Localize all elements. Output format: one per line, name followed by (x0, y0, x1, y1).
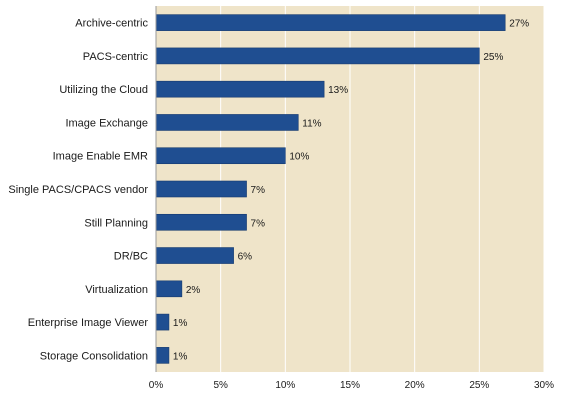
category-label: Single PACS/CPACS vendor (8, 184, 148, 196)
bar (155, 313, 170, 331)
x-tick-label: 15% (340, 380, 360, 391)
data-label: 13% (328, 85, 348, 96)
x-tick-label: 5% (213, 380, 228, 391)
category-label: PACS-centric (83, 51, 149, 63)
data-label: 1% (173, 351, 188, 362)
bar (155, 347, 170, 364)
category-label: Image Exchange (65, 117, 148, 129)
data-label: 6% (238, 252, 253, 263)
gridlines (220, 6, 545, 372)
x-tick-label: 30% (534, 380, 554, 391)
bar (155, 247, 234, 264)
data-label: 7% (251, 185, 266, 196)
bar (155, 47, 480, 65)
x-tick-label: 10% (275, 380, 295, 391)
category-label: Storage Consolidation (40, 350, 148, 362)
labels: Archive-centric 27% PACS-centric 25% Utilizi… (8, 18, 529, 363)
data-label: 25% (483, 52, 503, 63)
bar (155, 14, 506, 31)
x-tick-label: 0% (149, 380, 164, 391)
x-tick-label: 20% (405, 380, 425, 391)
category-label: Utilizing the Cloud (59, 84, 148, 96)
data-label: 10% (289, 152, 309, 163)
data-label: 1% (173, 318, 188, 329)
category-label: Archive-centric (75, 18, 148, 30)
data-label: 7% (251, 218, 266, 229)
data-label: 27% (509, 19, 529, 30)
category-label: Still Planning (84, 217, 148, 229)
bar (155, 114, 299, 131)
category-label: Virtualization (85, 284, 148, 296)
category-label: DR/BC (114, 251, 148, 263)
bar (155, 213, 247, 231)
x-axis-ticks: 0% 5% 10% 15% 20% 25% 30% (149, 380, 554, 391)
category-label: Enterprise Image Viewer (28, 317, 149, 329)
data-label: 2% (186, 285, 201, 296)
bar (155, 147, 286, 165)
bar (155, 180, 247, 198)
bar (155, 80, 325, 98)
x-tick-label: 25% (469, 380, 489, 391)
category-label: Image Enable EMR (53, 151, 148, 163)
data-label: 11% (302, 118, 321, 129)
bar (155, 280, 183, 298)
